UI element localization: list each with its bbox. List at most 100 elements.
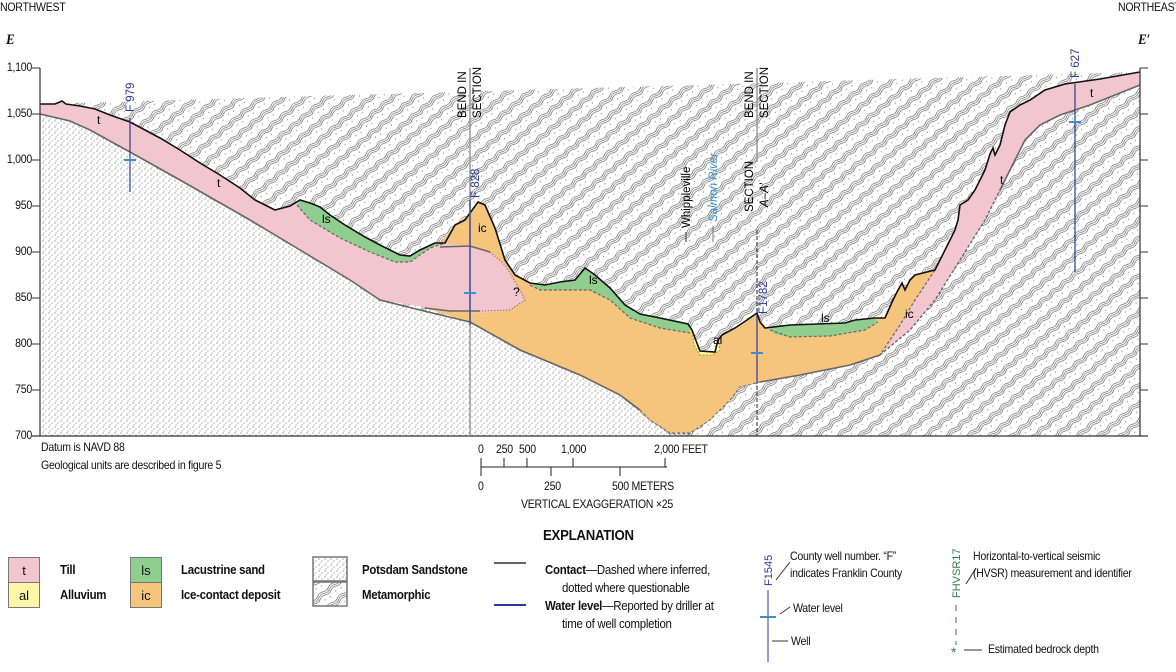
legend-label: Alluvium <box>60 587 107 602</box>
legend-text: Water level <box>793 601 843 615</box>
scale-label: 1,000 <box>561 442 587 456</box>
unit-label: ic <box>478 221 487 235</box>
contact-line-inferred <box>879 189 1001 356</box>
contact-line-inferred <box>529 284 691 334</box>
section-id-label: A–A′ <box>759 182 771 208</box>
bedrock-asterisk-icon: * <box>951 644 957 660</box>
unit-label: ls <box>589 273 598 287</box>
legend-text: Well <box>791 634 811 648</box>
bend-label: SECTION <box>472 67 484 118</box>
unit-label: al <box>713 333 722 347</box>
elevation-tick-label: 900 <box>15 244 32 258</box>
legend-label: Lacustrine sand <box>181 562 265 577</box>
contact-line <box>39 113 641 411</box>
contact-text: dotted where questionable <box>562 580 690 595</box>
leader-line <box>779 606 791 615</box>
well-id-symbol: F1545 <box>763 555 775 586</box>
hvsr-id-symbol: FHVSR17 <box>951 548 963 598</box>
scale-label: 250 <box>496 442 513 456</box>
well-label-f979: F 979 <box>125 83 137 112</box>
unit-label: ic <box>905 307 914 321</box>
till-unit-right <box>880 72 1140 355</box>
units-note: Geological units are described in figure… <box>41 458 222 472</box>
water-level-text: time of well completion <box>562 616 672 631</box>
elevation-ticks <box>32 67 1148 437</box>
contact-line-inferred <box>296 204 446 263</box>
legend-text: County well number. “F” <box>790 549 897 563</box>
contact-text: —Dashed where inferred, <box>585 562 711 577</box>
section-end-right: E′ <box>1138 32 1150 48</box>
ice-contact-unit <box>425 202 935 433</box>
metamorphic-swatch <box>312 581 348 607</box>
elevation-tick-label: 950 <box>15 198 32 212</box>
well-f828[interactable] <box>464 200 476 325</box>
potsdam-sandstone-swatch <box>312 556 348 582</box>
scale-label: 2,000 FEET <box>654 442 708 456</box>
alluvium-swatch: al <box>8 582 40 608</box>
elevation-tick-label: 850 <box>15 290 32 304</box>
place-label-whippleville: Whippleville <box>681 167 693 228</box>
contact-line-inferred <box>879 269 936 356</box>
scale-label: 0 <box>478 442 484 456</box>
lacustrine-swatch: ls <box>130 557 162 583</box>
elevation-tick-label: 800 <box>15 336 32 350</box>
contact-line-inferred <box>769 321 879 338</box>
bend-label: BEND IN <box>457 71 469 118</box>
direction-northeast: NORTHEAST <box>1118 0 1176 14</box>
well-f1782[interactable] <box>751 316 763 384</box>
water-level-text: —Reported by driller at <box>602 598 714 613</box>
legend-text: Horizontal-to-vertical seismic <box>973 549 1101 563</box>
legend-text: (HVSR) measurement and identifier <box>973 566 1132 580</box>
legend-title: EXPLANATION <box>543 527 634 544</box>
scale-label: 250 <box>544 479 561 493</box>
contact-description: Contact—Dashed where inferred, <box>545 562 710 577</box>
icecontact-swatch: ic <box>130 582 162 608</box>
legend-label: Metamorphic <box>362 587 431 602</box>
leader-line <box>965 567 977 585</box>
datum-note: Datum is NAVD 88 <box>41 440 125 454</box>
leader-line <box>775 561 791 581</box>
elevation-tick-label: 700 <box>15 428 32 442</box>
contact-line-questionable <box>479 251 526 312</box>
water-level-term: Water level <box>545 598 603 613</box>
contact-line <box>999 84 1141 191</box>
legend-text: Estimated bedrock depth <box>988 642 1099 656</box>
river-label-salmon: Salmon River <box>708 152 720 222</box>
scale-label: 500 <box>519 442 536 456</box>
elevation-tick-label: 1,100 <box>6 60 32 74</box>
well-label-f828: F 828 <box>470 169 482 198</box>
well-label-f627: F 627 <box>1070 49 1082 78</box>
lacustrine-sand-unit-left <box>297 200 445 262</box>
scale-bar <box>480 458 667 476</box>
legend-text: indicates Franklin County <box>790 566 902 580</box>
legend-label: Till <box>60 562 76 577</box>
scale-label: 0 <box>478 479 484 493</box>
well-f979[interactable] <box>124 118 136 192</box>
legend-label: Potsdam Sandstone <box>362 562 468 577</box>
unit-label: t <box>217 176 221 190</box>
section-label: SECTION <box>744 161 756 212</box>
unit-label: ls <box>821 311 830 325</box>
well-label-f1782: F1782 <box>758 281 770 314</box>
elevation-tick-label: 1,050 <box>6 106 32 120</box>
well-f627[interactable] <box>1069 84 1081 272</box>
unit-label: t <box>1090 86 1094 100</box>
scale-label: 500 METERS <box>612 479 674 493</box>
unit-label: ? <box>513 285 520 299</box>
contact-line <box>759 354 881 383</box>
elevation-tick-label: 750 <box>15 382 32 396</box>
unit-label: ls <box>322 212 331 226</box>
vertical-exaggeration: VERTICAL EXAGGERATION ×25 <box>521 497 673 511</box>
contact-term: Contact <box>545 562 586 577</box>
till-swatch: t <box>8 557 40 583</box>
bend-label: SECTION <box>759 67 771 118</box>
legend-label: Ice-contact deposit <box>181 587 281 602</box>
bend-label: BEND IN <box>744 71 756 118</box>
unit-label: t <box>97 113 101 127</box>
water-level-description: Water level—Reported by driller at <box>545 598 714 613</box>
elevation-tick-label: 1,000 <box>6 152 32 166</box>
section-end-left: E <box>6 32 15 48</box>
land-surface <box>40 71 1141 353</box>
